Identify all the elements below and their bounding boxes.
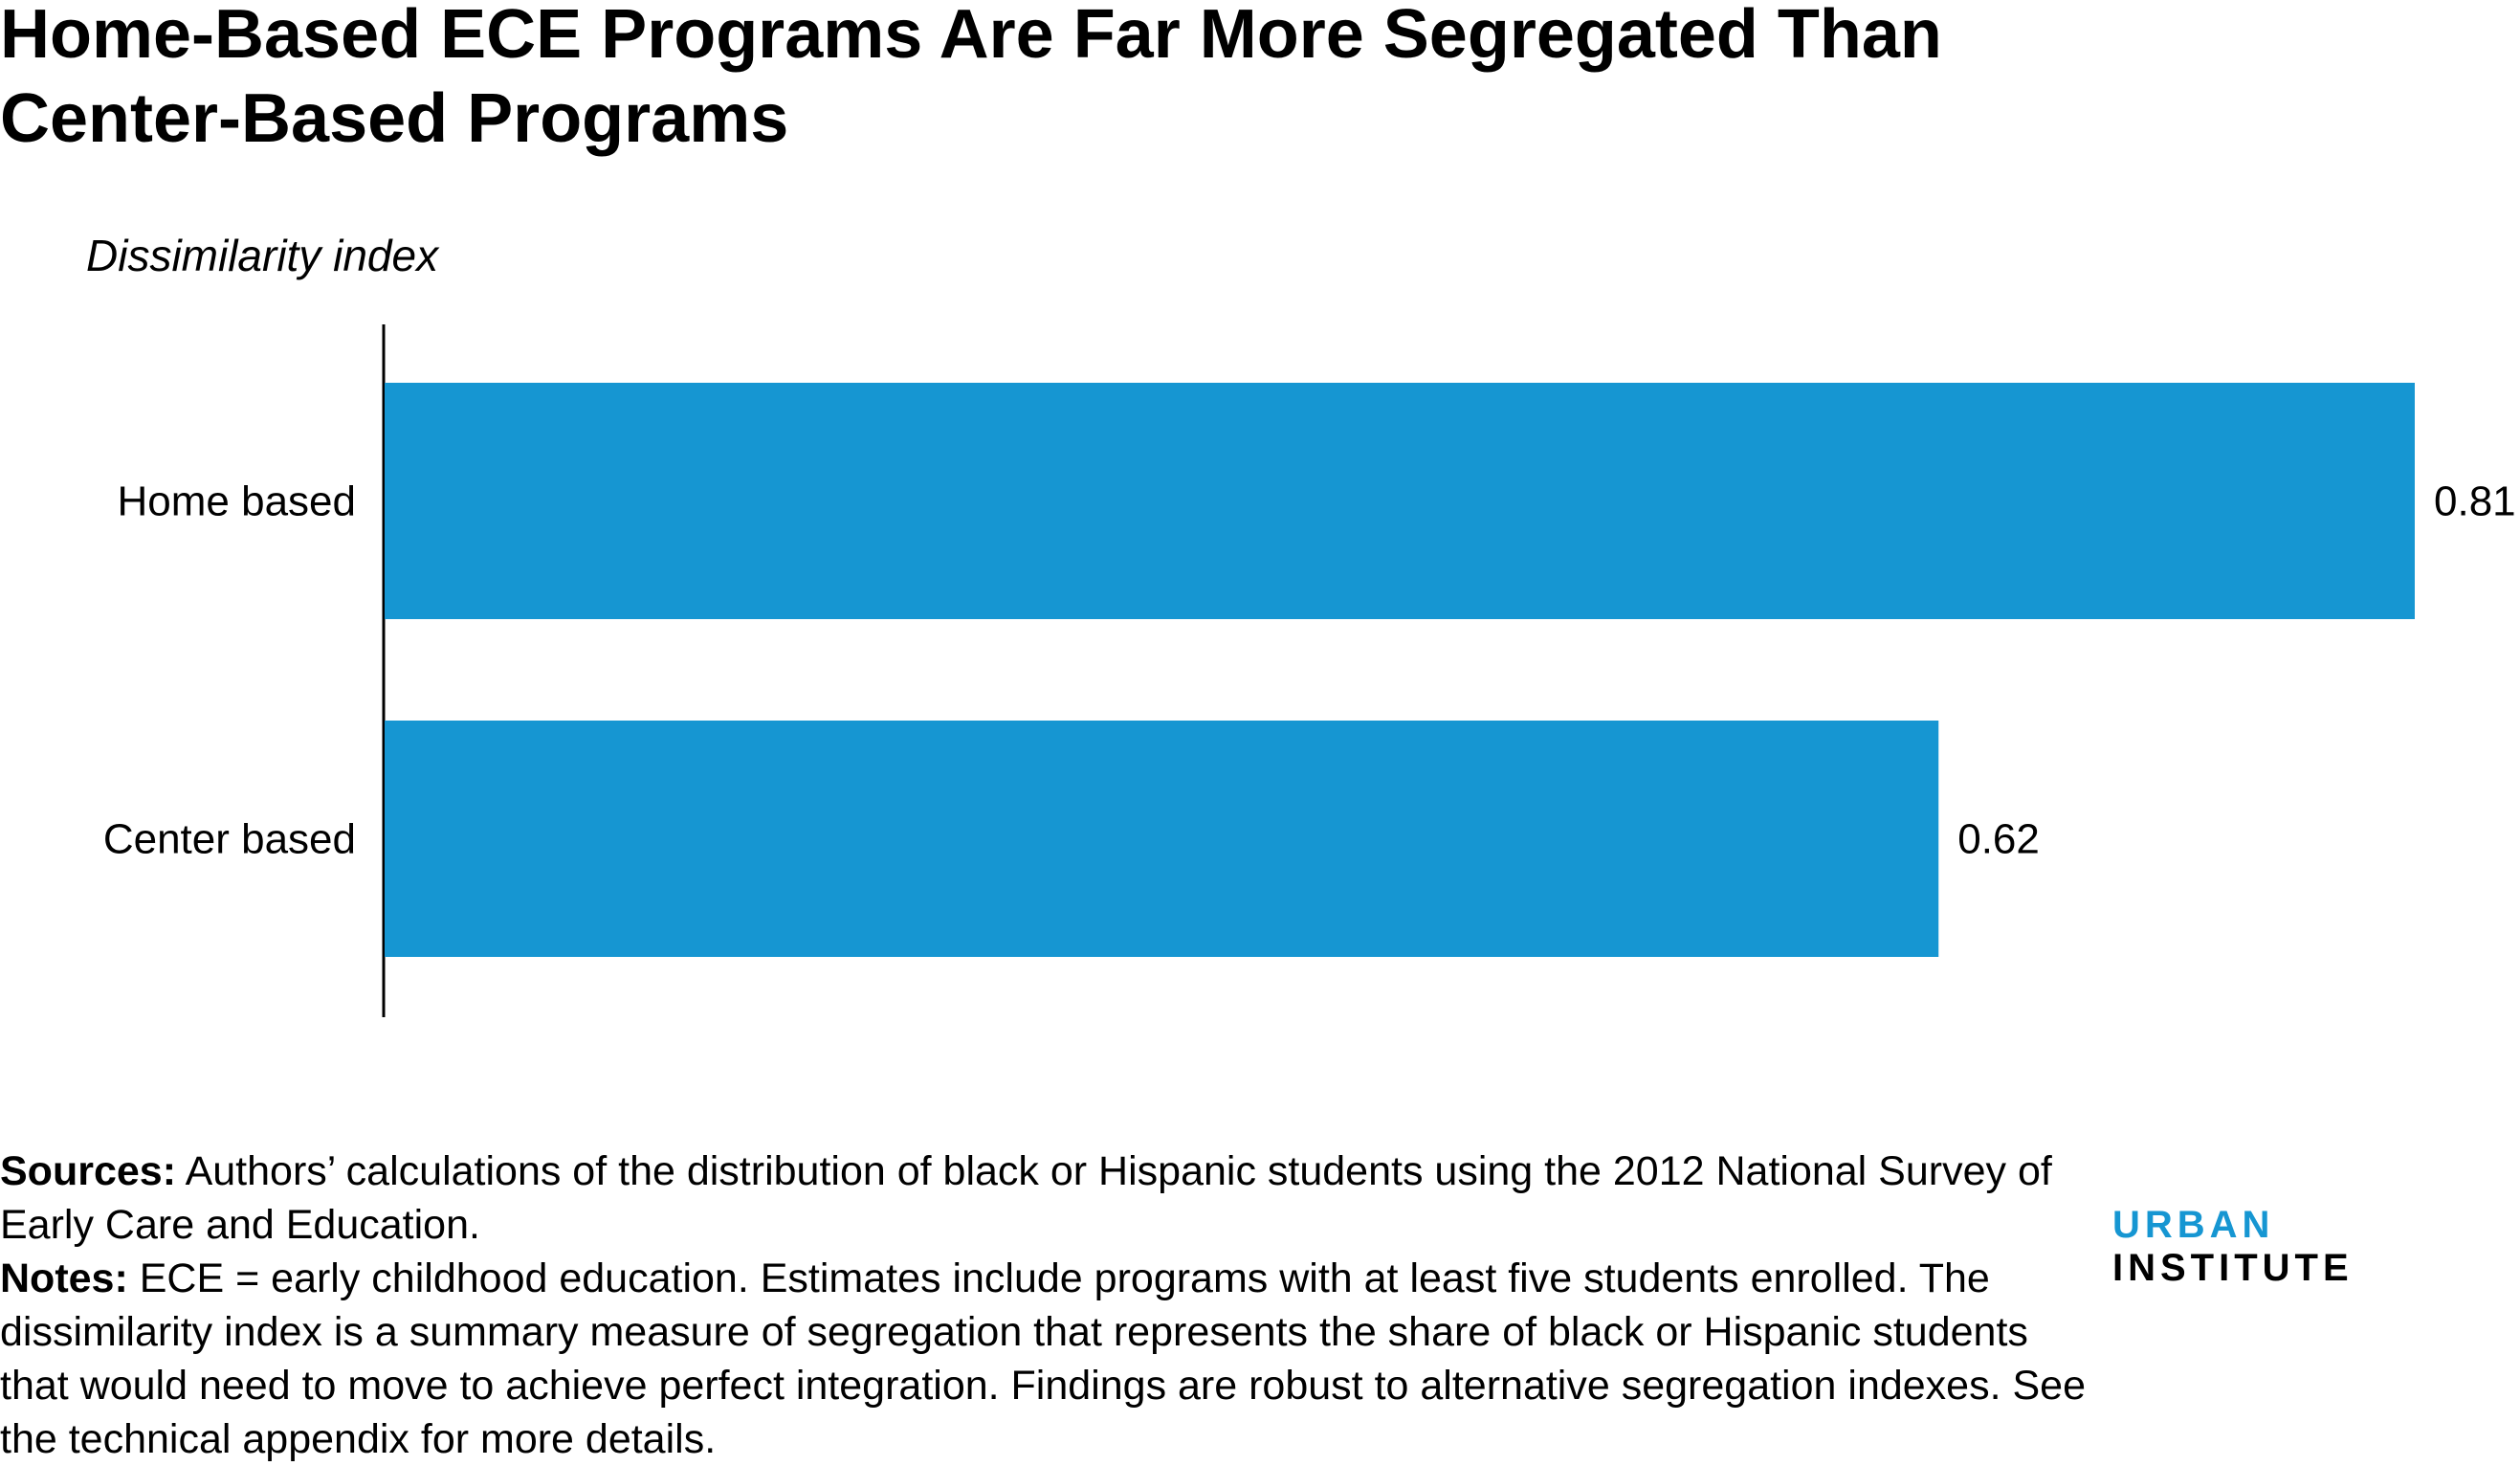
- notes-note: Notes: ECE = early childhood education. …: [0, 1252, 2105, 1466]
- value-label: 0.81: [2434, 478, 2516, 525]
- bar-chart: Home based 0.81 Center based 0.62: [103, 324, 2516, 1017]
- sources-label: Sources:: [0, 1148, 177, 1194]
- bar-1: [385, 721, 1939, 957]
- sources-note: Sources: Authors’ calculations of the di…: [0, 1144, 2105, 1252]
- logo-part-urban: URBAN: [2112, 1204, 2275, 1246]
- urban-institute-logo: URBAN INSTITUTE: [2112, 1204, 2520, 1290]
- category-label: Home based: [118, 478, 356, 525]
- chart-title: Home-Based ECE Programs Are Far More Seg…: [0, 0, 1942, 157]
- notes-block: Sources: Authors’ calculations of the di…: [0, 1144, 2105, 1466]
- sources-text: Authors’ calculations of the distributio…: [0, 1148, 2052, 1248]
- notes-text: ECE = early childhood education. Estimat…: [0, 1255, 2087, 1462]
- bar-0: [385, 383, 2415, 619]
- notes-label: Notes:: [0, 1255, 128, 1301]
- logo-part-institute: INSTITUTE: [2112, 1247, 2354, 1289]
- axis-title: Dissimilarity index: [86, 231, 439, 280]
- value-label: 0.62: [1957, 816, 2040, 863]
- category-label: Center based: [103, 816, 356, 863]
